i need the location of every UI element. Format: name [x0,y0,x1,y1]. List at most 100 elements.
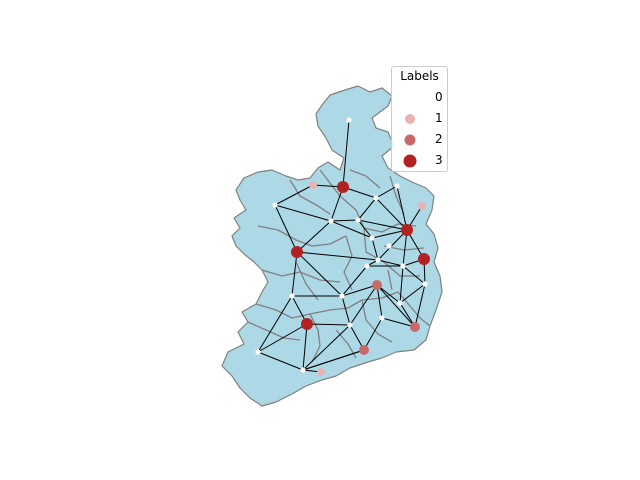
graph-edge [402,265,426,285]
graph-edge [302,323,308,371]
graph-edge [377,229,408,261]
county-border [255,303,331,319]
graph-node-label-0 [355,217,361,223]
county-border [361,299,393,343]
graph-edge [377,259,404,267]
graph-edge [330,220,373,239]
graph-nodes [255,117,430,376]
graph-edge [363,317,383,351]
graph-node-label-0 [289,293,295,299]
graph-node-label-0 [386,243,392,249]
graph-edge [376,284,416,328]
graph-edge [302,349,365,371]
legend-label-3: 3 [435,153,443,167]
graph-node-label-2 [372,280,382,290]
county-border [363,227,420,277]
legend-item-1: 1 [392,109,447,129]
graph-node-label-0 [272,202,278,208]
legend-item-0: 0 [392,88,447,108]
legend-marker-0 [406,94,414,102]
graph-edge [274,184,314,206]
island-outline [221,85,443,407]
graph-node-label-2 [410,322,420,332]
graph-node-label-3 [291,246,303,258]
graph-edge [306,323,351,326]
graph-edge [257,295,293,353]
county-border [397,291,431,327]
graph-node-label-0 [328,218,334,224]
graph-node-label-0 [369,235,375,241]
graph-edge [381,317,416,328]
graph-edge [341,265,368,297]
graph-edge [330,186,344,222]
graph-edge [274,204,298,253]
graph-edge [375,185,398,199]
county-border [309,313,321,363]
graph-node-label-3 [337,181,349,193]
graph-edge [274,204,332,222]
graph-node-label-0 [397,300,403,306]
legend-title: Labels [400,69,439,83]
graph-edge [302,324,351,371]
graph-node-label-0 [422,281,428,287]
graph-edge [296,251,343,297]
graph-edge [341,295,351,326]
graph-edge [341,284,378,297]
graph-node-label-0 [339,293,345,299]
graph-node-label-0 [375,257,381,263]
graph-node-label-0 [255,349,261,355]
county-border [257,225,347,247]
graph-edge [414,283,426,328]
graph-node-label-3 [301,318,313,330]
graph-node-label-2 [359,345,369,355]
legend-marker-2 [404,134,416,146]
graph-node-label-0 [373,195,379,201]
graph-edge [342,119,350,188]
graph-edge [257,351,304,371]
county-border [295,261,319,301]
graph-edge [357,219,373,239]
graph-node-label-0 [364,263,370,269]
landmass [221,85,443,407]
legend: Labels 0 1 2 3 [391,66,448,172]
graph-node-label-0 [379,315,385,321]
graph-edge [375,197,408,231]
graph-edge [402,229,408,267]
county-border [349,169,381,189]
graph-node-label-3 [401,224,413,236]
legend-label-1: 1 [435,111,443,125]
graph-edge [330,219,359,222]
graph-edge [399,265,404,304]
graph-edge [296,251,379,261]
graph-edge [349,284,378,326]
county-border [387,269,393,291]
graph-edge [291,251,298,297]
graph-node-label-1 [418,202,426,210]
legend-label-2: 2 [435,132,443,146]
graph-edge [376,284,383,319]
graph-node-label-0 [394,183,400,189]
graph-node-label-0 [347,322,353,328]
graph-node-label-1 [309,181,317,189]
legend-item-3: 3 [392,151,447,171]
graph-edge [357,219,408,231]
county-border [289,179,331,215]
graph-node-label-0 [346,117,352,123]
graph-edge [399,283,426,304]
graph-edge [357,197,377,221]
graph-edge [371,237,379,261]
legend-label-0: 0 [435,90,443,104]
graph-node-label-0 [300,367,306,373]
graph-edge [257,323,308,353]
graph-node-label-0 [400,263,406,269]
legend-item-2: 2 [392,130,447,150]
graph-node-label-3 [418,253,430,265]
county-borders [247,169,431,363]
county-border [389,175,405,215]
graph-edge [396,185,408,231]
legend-marker-3 [403,154,417,168]
county-border [343,235,353,291]
graph-edge [296,220,332,253]
legend-marker-1 [405,114,415,124]
